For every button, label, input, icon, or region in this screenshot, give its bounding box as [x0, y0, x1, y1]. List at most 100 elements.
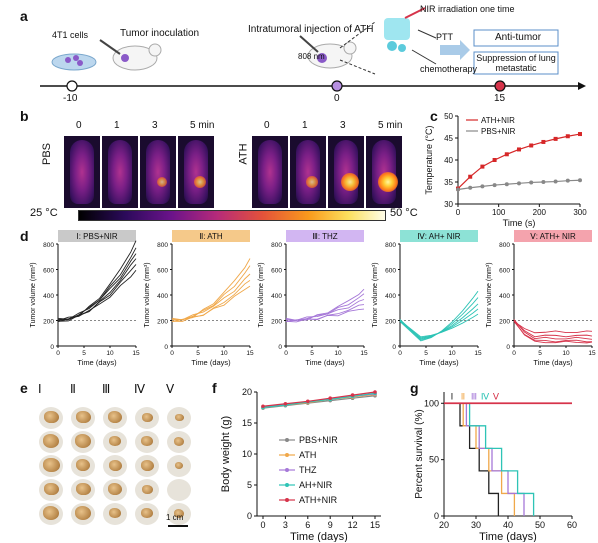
x-tick-label: 15 [132, 350, 140, 357]
tumor-growth-line [57, 258, 137, 322]
x-tick-label: 200 [533, 208, 547, 217]
heat-spot [156, 176, 168, 188]
panel-label-b: b [20, 108, 29, 124]
tumor-specimen [43, 434, 59, 448]
tumor-specimen [108, 411, 122, 423]
x-tick-label: 15 [370, 520, 380, 530]
tumor-specimen [42, 457, 60, 472]
heat-spot [193, 175, 207, 189]
y-tick-label: 0 [392, 344, 396, 351]
data-point [480, 184, 485, 189]
y-tick-label: 400 [499, 293, 510, 300]
y-tick-label: 35 [444, 178, 453, 187]
tumor-specimen [75, 410, 91, 424]
x-tick-label: 15 [246, 350, 254, 357]
x-tick-label: 300 [573, 208, 587, 217]
colorbar-min: 25 °C [30, 207, 58, 219]
legend-label: ATH+NIR [299, 495, 338, 505]
x-tick-label: 10 [448, 350, 456, 357]
zoom-line [339, 59, 376, 75]
data-point [565, 178, 570, 183]
y-tick-label: 600 [43, 268, 54, 275]
tumor-chart-4: Ⅳ: AH+ NIR 0 200 400 600 800 0 5 10 15 Time (days)… [372, 230, 482, 367]
y-tick-label: 200 [385, 319, 396, 326]
tumor-icon [121, 54, 129, 62]
timeline-tick-treatment: 0 [334, 93, 340, 104]
panel-label-g: g [410, 380, 419, 396]
tumor-specimen [141, 412, 153, 422]
legend-label: AH+NIR [299, 480, 333, 490]
group-title: Ⅰ: PBS+NIR [76, 232, 117, 241]
label-laser: 808 nm [298, 52, 325, 61]
label-inoculation: Tumor inoculation [120, 28, 200, 39]
label-cells: 4T1 cells [52, 30, 89, 40]
x-tick-label: 100 [492, 208, 506, 217]
x-tick-label: 5 [196, 350, 200, 357]
x-tick-label: 5 [82, 350, 86, 357]
tumor-photo: Ⅰ Ⅱ Ⅲ Ⅳ Ⅴ 1 cm [30, 382, 202, 532]
mouse-head-icon [148, 43, 162, 57]
y-axis-label: Body weight (g) [220, 416, 232, 492]
x-tick-label: 50 [535, 520, 545, 530]
legend-marker [285, 498, 289, 502]
syringe-icon [299, 35, 319, 53]
timeline-tick-start: -10 [63, 93, 78, 104]
time-label: 1 [302, 120, 308, 131]
y-tick-label: 800 [499, 242, 510, 249]
survival-line [444, 402, 500, 516]
outcome-box-1 [473, 29, 559, 47]
label-nir: NIR irradiation one time [420, 4, 515, 14]
x-axis-label: Time (days) [479, 531, 537, 542]
series-line [457, 133, 581, 190]
x-tick-label: 5 [424, 350, 428, 357]
tumor-specimen [109, 508, 121, 519]
y-tick-label: 400 [271, 293, 282, 300]
pbs-thermal-image [102, 136, 138, 208]
tumor-chart-2: Ⅱ: ATH 0 200 400 600 800 0 5 10 15 Time (days) Tumo… [144, 230, 254, 367]
series-line [262, 395, 376, 409]
x-tick-label: 0 [284, 350, 288, 357]
data-point [517, 181, 521, 186]
y-axis-label: Temperature (°C) [424, 125, 434, 194]
arrow-line [411, 49, 437, 65]
group-header [58, 230, 136, 242]
survival-line [444, 402, 525, 516]
data-point [529, 180, 534, 185]
legend-marker [285, 483, 289, 487]
outcome-text-2: Suppression of lung metastatic [476, 53, 556, 73]
tumor-specimen [108, 483, 122, 495]
x-tick-label: 12 [348, 520, 358, 530]
group-label: Ⅲ [471, 391, 477, 401]
y-tick-label: 200 [499, 319, 510, 326]
time-label: 0 [264, 120, 270, 131]
scale-bar [168, 525, 188, 527]
data-point [373, 390, 377, 394]
y-tick-label: 400 [43, 293, 54, 300]
x-tick-label: 40 [503, 520, 513, 530]
data-point [504, 152, 509, 157]
tumor-chart-1: Ⅰ: PBS+NIR 0 200 400 600 800 0 5 10 15 Time (days)… [30, 230, 140, 367]
y-tick-label: 20 [242, 387, 252, 397]
nanoparticle-icon [398, 44, 406, 52]
x-tick-label: 60 [567, 520, 577, 530]
y-tick-label: 5 [247, 480, 252, 490]
y-tick-label: 0 [506, 344, 510, 351]
group-title: Ⅴ: ATH+ NIR [530, 232, 576, 241]
tumor-chart-3: Ⅲ: THZ 0 200 400 600 800 0 5 10 15 Time (days) Tumo… [258, 230, 368, 367]
y-tick-label: 100 [424, 398, 439, 408]
big-arrow-icon [440, 40, 470, 60]
tumor-specimen [141, 508, 153, 519]
syringe-icon [99, 39, 121, 55]
time-label: 5 min [378, 120, 403, 131]
x-tick-label: 0 [398, 350, 402, 357]
y-tick-label: 600 [271, 268, 282, 275]
y-tick-label: 0 [434, 511, 439, 521]
zoom-line [339, 21, 376, 49]
y-tick-label: 200 [43, 319, 54, 326]
y-tick-label: 200 [271, 319, 282, 326]
x-tick-label: 0 [512, 350, 516, 357]
y-tick-label: 10 [242, 449, 252, 459]
mouse-head-icon [343, 41, 357, 55]
data-point [328, 396, 332, 400]
pbs-thermal-image [178, 136, 214, 208]
